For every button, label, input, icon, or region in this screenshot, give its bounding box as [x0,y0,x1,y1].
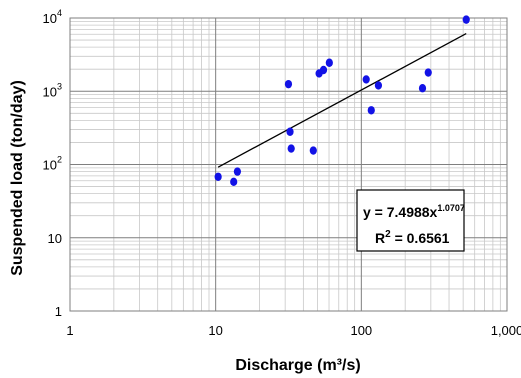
data-point [284,79,293,89]
r-squared-text: R2 = 0.6561 [375,229,450,246]
x-axis-title: Discharge (m³/s) [235,357,360,374]
y-tick-label: 1 [55,304,62,319]
data-point [374,81,383,90]
y-tick-label: 10 [48,231,62,246]
equation-box: y = 7.4988x1.0707 R2 = 0.6561 [356,189,465,252]
y-axis-title: Suspended load (ton/day) [9,80,26,276]
data-point [418,84,427,93]
x-tick-label: 1 [66,323,73,338]
data-point [286,127,294,136]
data-point [233,167,242,176]
x-tick-label: 10 [208,323,222,338]
data-point [230,177,238,187]
trendline-layer [217,32,467,168]
x-tick-labels: 1 10 100 1,000 [66,323,521,338]
data-point [424,68,432,77]
data-point [325,58,333,67]
y-tick-label: 102 [43,155,62,173]
data-point [362,75,370,84]
equation-text: y = 7.4988x1.0707 [363,203,465,220]
y-tick-label: 103 [43,81,62,99]
equation-box-frame [356,189,465,252]
data-points [214,15,470,187]
plot-area-frame [69,17,508,312]
data-point [462,15,470,24]
data-point [309,146,317,155]
data-point [367,106,375,115]
y-tick-label: 104 [43,8,62,26]
data-point [214,172,222,181]
x-tick-label: 100 [350,323,372,338]
y-tick-labels: 1 10 102 103 104 [43,8,62,319]
data-point [319,65,328,75]
data-point [287,144,295,153]
power-trendline [217,32,467,168]
x-tick-label: 1,000 [491,323,521,338]
